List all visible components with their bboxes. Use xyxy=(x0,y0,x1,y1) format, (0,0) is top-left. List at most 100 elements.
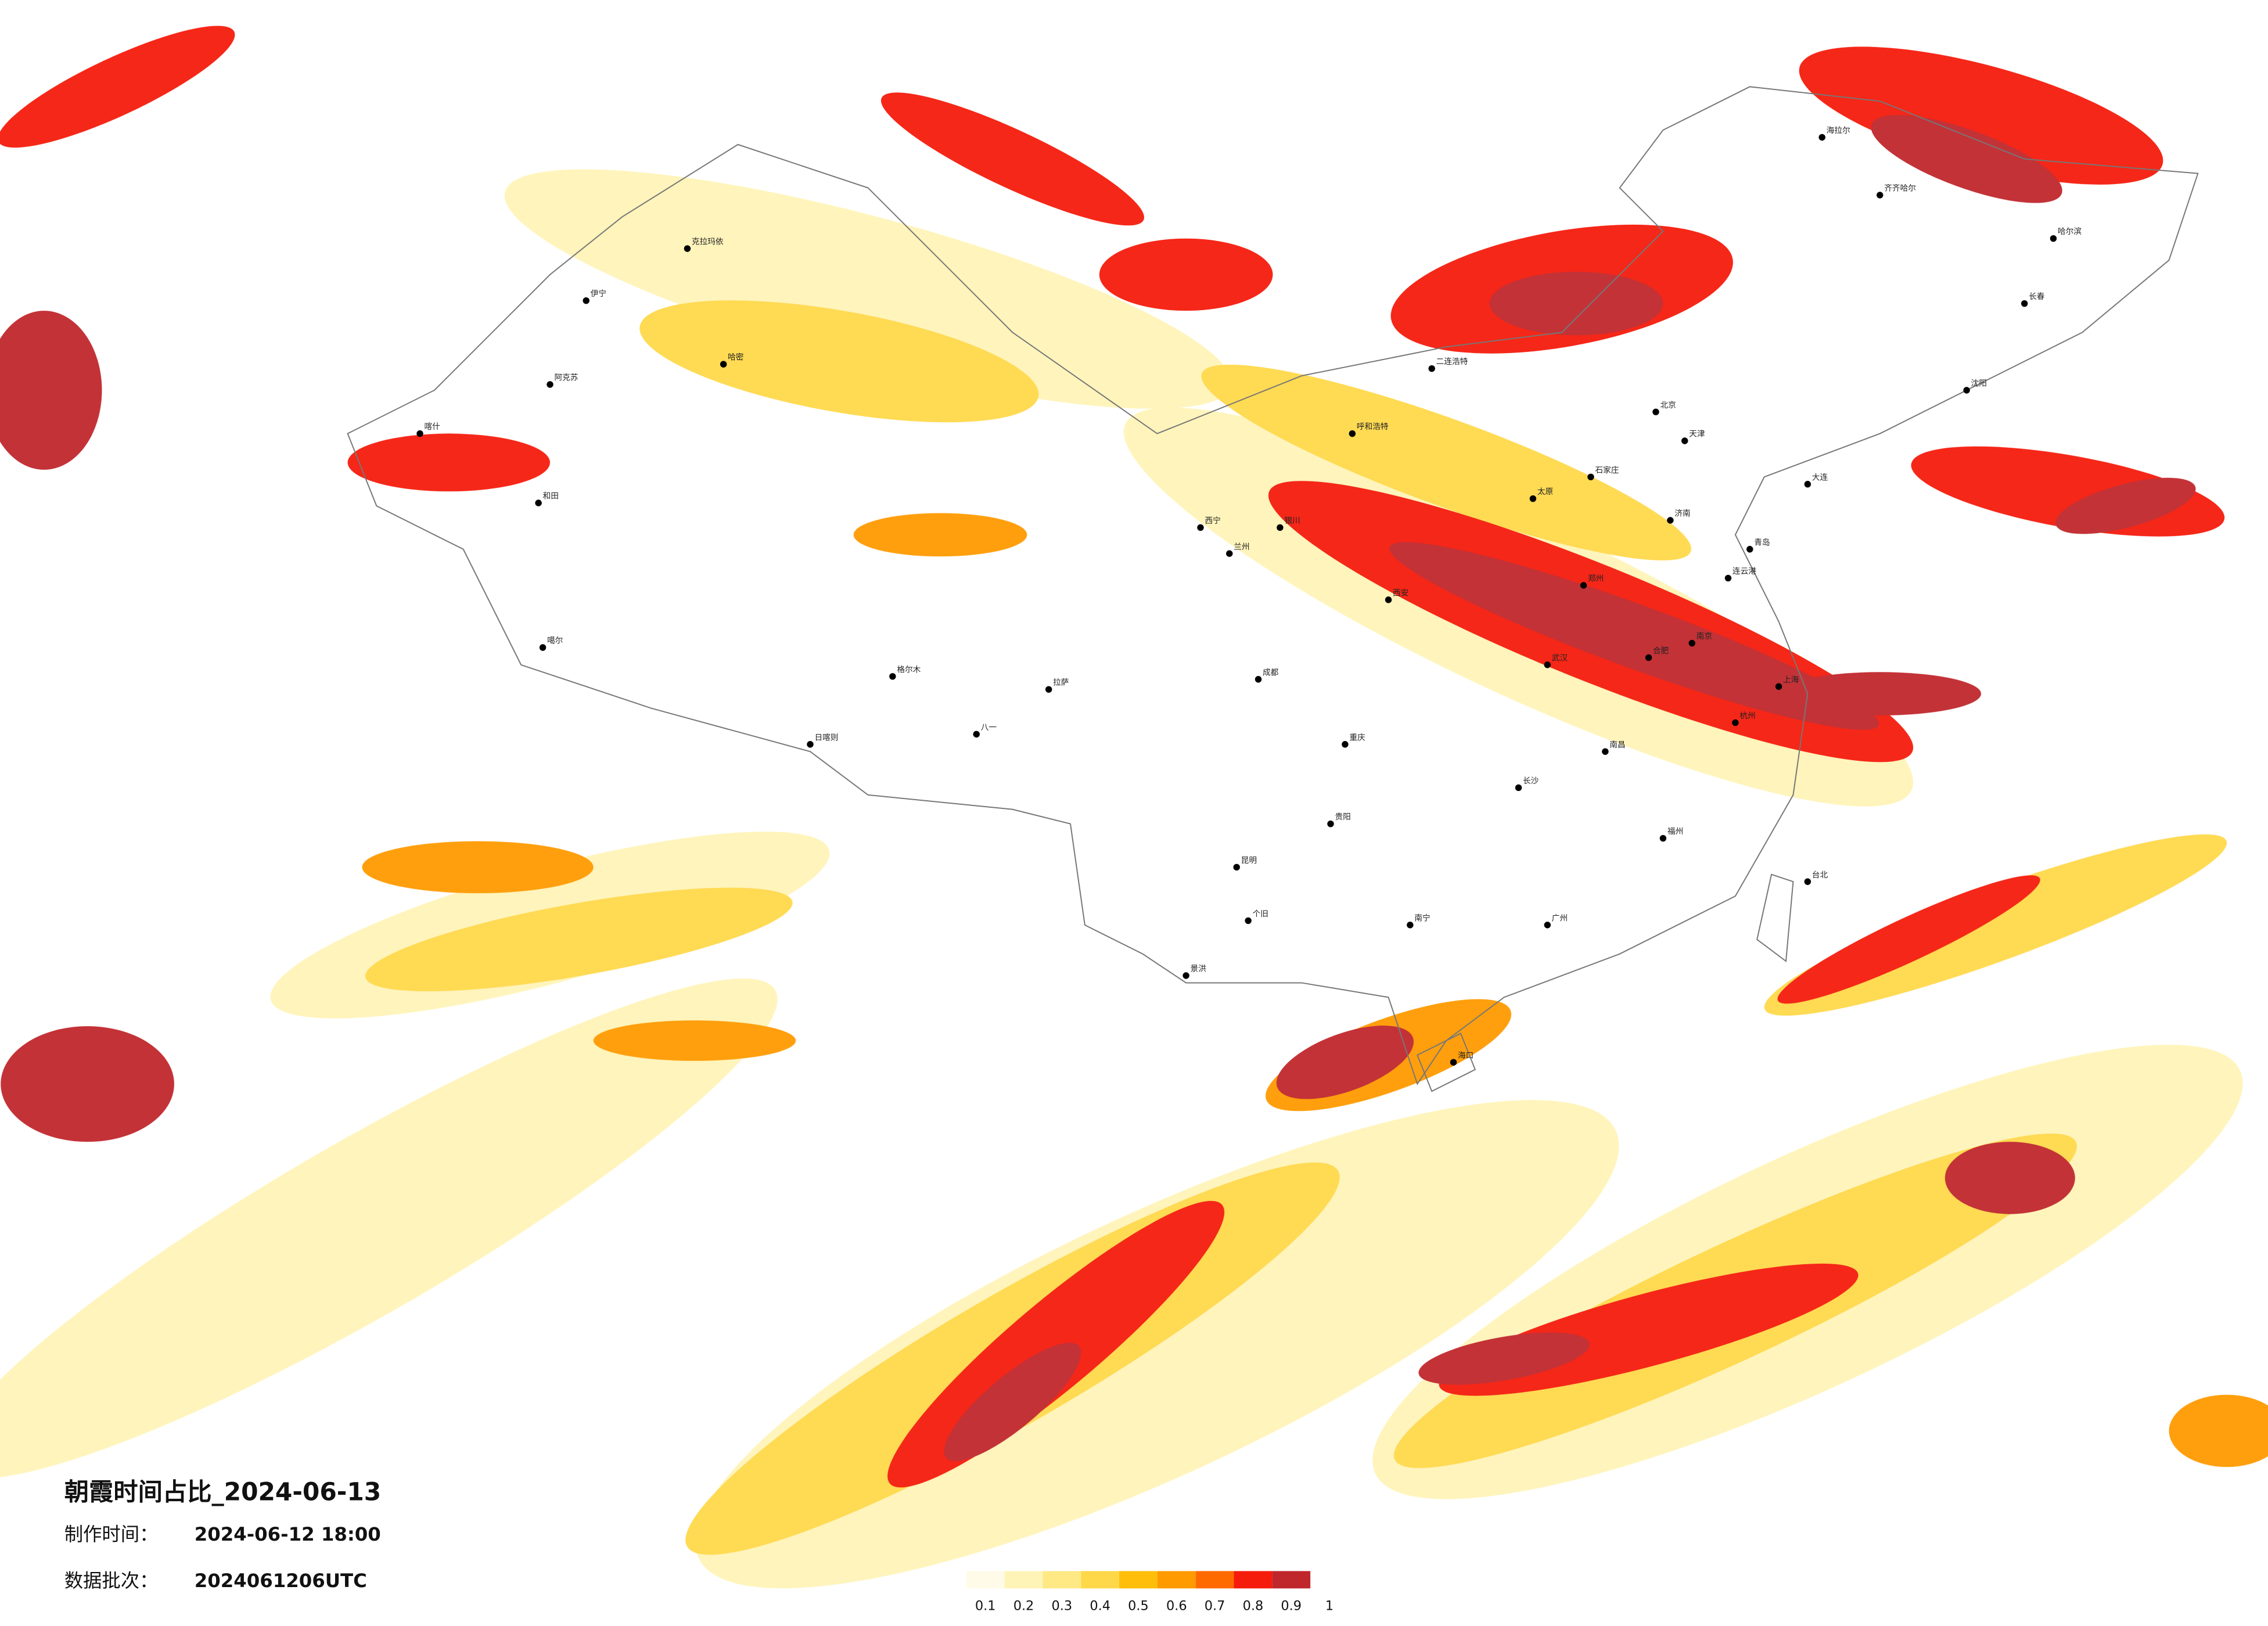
heat-field xyxy=(0,26,2268,1589)
city-dot xyxy=(1804,878,1811,885)
city-label: 个旧 xyxy=(1253,909,1268,919)
city-label: 台北 xyxy=(1812,870,1828,880)
city-label: 长沙 xyxy=(1523,776,1539,786)
city-label: 银川 xyxy=(1284,516,1300,526)
city-label: 克拉玛依 xyxy=(692,238,724,247)
city-dot xyxy=(1233,864,1240,871)
city-label: 哈密 xyxy=(728,352,744,362)
colorbar-swatch xyxy=(1195,1571,1234,1589)
city-dot xyxy=(1515,784,1522,792)
city-label: 石家庄 xyxy=(1595,465,1619,475)
city-dot xyxy=(1963,387,1970,394)
city-dot xyxy=(1544,922,1551,929)
city-label: 福州 xyxy=(1667,827,1683,836)
city-dot xyxy=(1428,365,1435,372)
colorbar-tick-label: 0.6 xyxy=(1166,1599,1187,1614)
city-dot xyxy=(1450,1059,1457,1066)
colorbar: 0.1 0.2 0.3 0.4 0.5 0.6 0.7 0.8 0.9 1 xyxy=(966,1571,1334,1614)
city-dot xyxy=(684,245,691,252)
city-label: 西安 xyxy=(1393,588,1408,598)
city-label: 二连浩特 xyxy=(1436,357,1468,366)
city-label: 景洪 xyxy=(1191,965,1207,974)
city-label: 阿克苏 xyxy=(554,373,578,383)
city-dot xyxy=(1681,437,1688,444)
colorbar-swatch xyxy=(1004,1571,1043,1589)
city-label: 上海 xyxy=(1783,675,1799,685)
city-dot xyxy=(1724,574,1732,582)
city-dot xyxy=(1197,524,1204,531)
city-label: 广州 xyxy=(1552,913,1568,923)
colorbar-tick-label: 0.1 xyxy=(975,1599,996,1614)
city-dot xyxy=(1818,134,1825,141)
city-dot xyxy=(1327,820,1334,828)
city-dot xyxy=(889,673,896,680)
city-dot xyxy=(535,499,542,506)
city-label: 八一 xyxy=(981,723,997,732)
city-dot xyxy=(1245,917,1252,924)
city-label: 重庆 xyxy=(1349,733,1365,742)
city-label: 兰州 xyxy=(1234,542,1249,552)
colorbar-tick-label: 0.2 xyxy=(1013,1599,1034,1614)
city-label: 郑州 xyxy=(1588,574,1604,584)
city-dot xyxy=(2050,235,2057,242)
city-label: 沈阳 xyxy=(1971,379,1987,388)
city-label: 贵阳 xyxy=(1335,812,1350,822)
city-dot xyxy=(1342,741,1349,748)
colorbar-swatch xyxy=(1119,1571,1158,1589)
city-label: 昆明 xyxy=(1241,856,1257,865)
city-label: 南京 xyxy=(1696,632,1712,641)
colorbar-swatch xyxy=(1272,1571,1311,1589)
city-dot xyxy=(1746,546,1753,553)
city-label: 喀什 xyxy=(424,422,440,431)
city-dot xyxy=(1255,676,1262,683)
make-time: 2024-06-12 18:00 xyxy=(195,1523,381,1545)
city-label: 呼和浩特 xyxy=(1357,422,1389,431)
taiwan-outline xyxy=(1756,873,1794,962)
colorbar-tick-label: 0.5 xyxy=(1128,1599,1149,1614)
city-dot xyxy=(583,297,590,304)
city-label: 长春 xyxy=(2029,292,2045,301)
city-label: 青岛 xyxy=(1754,538,1770,547)
colorbar-tick-label: 1 xyxy=(1325,1599,1334,1614)
city-dot xyxy=(1277,524,1284,531)
city-label: 海拉尔 xyxy=(1827,126,1850,135)
city-label: 噶尔 xyxy=(547,636,563,646)
colorbar-swatch xyxy=(966,1571,1005,1589)
city-dot xyxy=(1182,972,1189,979)
city-label: 北京 xyxy=(1660,401,1676,410)
city-label: 成都 xyxy=(1263,668,1279,677)
colorbar-tick-label: 0.3 xyxy=(1052,1599,1073,1614)
city-dot xyxy=(1587,473,1594,481)
city-dot xyxy=(1529,495,1537,502)
city-dot xyxy=(973,731,980,738)
colorbar-swatch xyxy=(1043,1571,1081,1589)
colorbar-swatch xyxy=(1081,1571,1120,1589)
city-label: 和田 xyxy=(543,492,559,501)
city-label: 拉萨 xyxy=(1053,678,1069,688)
city-label: 济南 xyxy=(1674,509,1690,519)
city-dot xyxy=(1732,719,1739,726)
city-dot xyxy=(2021,300,2028,307)
colorbar-swatch xyxy=(1234,1571,1273,1589)
colorbar-tick-label: 0.7 xyxy=(1205,1599,1225,1614)
city-dot xyxy=(1877,192,1884,199)
city-dot xyxy=(1602,748,1609,755)
city-label: 合肥 xyxy=(1653,646,1669,656)
city-dot xyxy=(416,430,423,437)
country-outline xyxy=(347,86,2199,1085)
city-dot xyxy=(807,741,814,748)
city-label: 海口 xyxy=(1458,1051,1473,1060)
hainan-outline xyxy=(1417,1033,1476,1092)
city-label: 格尔木 xyxy=(897,665,921,674)
city-label: 西宁 xyxy=(1205,516,1220,526)
city-dot xyxy=(1667,517,1674,524)
city-dot xyxy=(1804,481,1811,488)
city-dot xyxy=(1349,430,1356,437)
city-dot xyxy=(1226,550,1233,557)
city-dot xyxy=(1407,922,1414,929)
city-dot xyxy=(1580,582,1587,589)
batch: 2024061206UTC xyxy=(195,1570,367,1592)
city-label: 天津 xyxy=(1689,430,1705,439)
